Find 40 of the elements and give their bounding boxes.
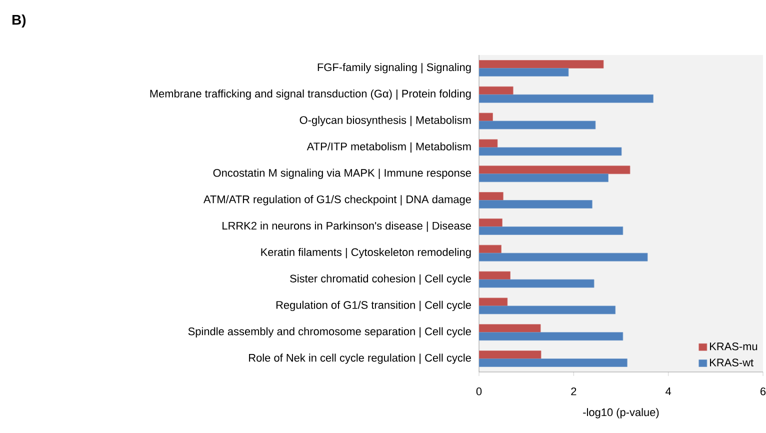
bar xyxy=(479,174,608,182)
bar xyxy=(479,324,541,333)
y-tick-label: Oncostatin M signaling via MAPK | Immune response xyxy=(213,168,471,180)
y-tick-label: Sister chromatid cohesion | Cell cycle xyxy=(290,274,471,285)
x-tick-label: 4 xyxy=(666,388,672,396)
y-tick-label: Regulation of G1/S transition | Cell cycle xyxy=(276,300,471,312)
legend-label: KRAS-mu xyxy=(710,342,758,350)
bar xyxy=(479,350,542,359)
x-tick-label: 2 xyxy=(571,388,576,396)
y-tick-label: ATM/ATR regulation of G1/S checkpoint | DNA damage xyxy=(203,195,471,206)
bar xyxy=(479,244,502,254)
bar xyxy=(479,332,624,341)
x-axis-title: -log10 (p-value) xyxy=(583,408,659,418)
legend-label: KRAS-wt xyxy=(710,358,754,366)
bar xyxy=(479,120,596,130)
bar xyxy=(479,306,616,314)
y-tick-label: FGF-family signaling | Signaling xyxy=(318,63,471,74)
bar xyxy=(479,60,604,68)
y-tick-label: Membrane trafficking and signal transduction (Gα) | Protein folding xyxy=(150,89,471,100)
bar xyxy=(479,192,504,200)
bar xyxy=(479,218,502,227)
bar xyxy=(479,166,630,174)
y-tick-label: LRRK2 in neurons in Parkinson's disease | Disease xyxy=(222,222,471,232)
bar xyxy=(479,279,594,288)
bar xyxy=(479,358,628,367)
bar xyxy=(479,200,592,208)
y-tick-label: Spindle assembly and chromosome separation | Cell cycle xyxy=(188,327,471,338)
bar xyxy=(479,86,514,95)
y-tick-label: ATP/ITP metabolism | Metabolism xyxy=(306,142,471,153)
x-tick-label: 0 xyxy=(476,388,482,396)
bar xyxy=(479,252,648,262)
x-tick-label: 6 xyxy=(760,388,766,396)
bar xyxy=(479,147,622,156)
bar xyxy=(479,226,624,235)
y-tick-label: O-glycan biosynthesis | Metabolism xyxy=(300,116,471,126)
y-tick-label: Keratin filaments | Cytoskeleton remodeling xyxy=(261,248,471,258)
y-tick-label: Role of Nek in cell cycle regulation | Cell cycle xyxy=(249,354,471,364)
bar xyxy=(479,68,569,76)
text: B) xyxy=(12,14,26,28)
bar xyxy=(479,94,654,103)
